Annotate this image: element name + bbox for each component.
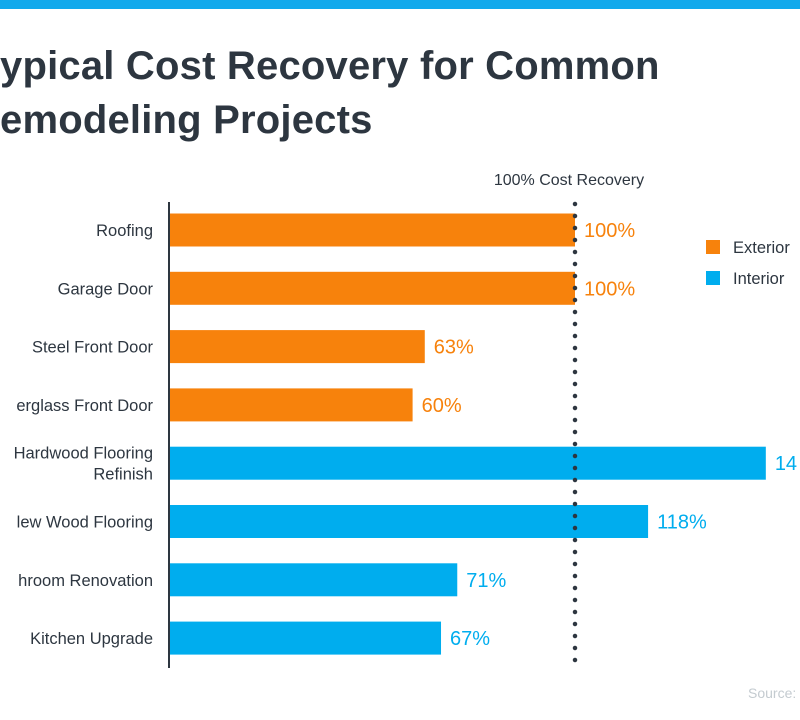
legend-label-interior: Interior [733,270,785,288]
data-label-6: 71% [466,570,506,592]
data-label-5: 118% [657,512,707,534]
data-label-2: 63% [434,337,474,359]
bar-3 [169,388,413,422]
bar-0 [169,213,575,247]
bar-4 [169,446,766,480]
data-label-4: 14 [775,453,797,475]
legend-swatch-interior [706,271,720,285]
category-label-4: Hardwood Flooring [14,445,153,463]
legend-label-exterior: Exterior [733,239,790,257]
top-accent-bar [0,0,800,9]
category-label-5: lew Wood Flooring [17,514,153,532]
category-label-6: hroom Renovation [18,572,153,590]
chart-title-line-1: ypical Cost Recovery for Common [0,44,660,88]
category-label-0: Roofing [96,222,153,240]
bar-6 [169,563,458,597]
category-label-2: Steel Front Door [32,339,154,357]
category-label-4: Refinish [93,466,153,484]
legend-swatch-exterior [706,240,720,254]
bar-5 [169,505,649,538]
bar-1 [169,271,575,305]
data-label-1: 100% [584,278,635,300]
source-label: Source: [748,685,796,701]
category-label-3: erglass Front Door [16,397,153,415]
category-label-1: Garage Door [58,280,154,298]
category-label-7: Kitchen Upgrade [30,630,153,648]
data-label-3: 60% [422,395,462,417]
data-label-7: 67% [450,628,490,650]
chart-title-line-2: emodeling Projects [0,98,373,142]
bar-7 [169,621,442,655]
data-label-0: 100% [584,220,635,242]
reference-line-label: 100% Cost Recovery [494,172,644,189]
bar-2 [169,330,425,364]
